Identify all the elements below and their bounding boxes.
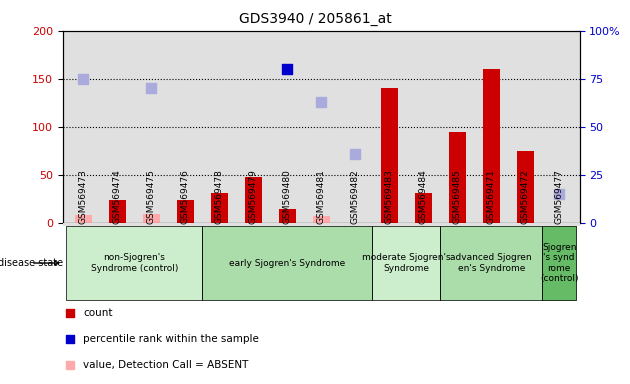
Bar xyxy=(211,193,228,223)
Text: GSM569471: GSM569471 xyxy=(487,169,496,224)
Text: GSM569477: GSM569477 xyxy=(554,169,564,224)
Text: GSM569478: GSM569478 xyxy=(215,169,224,224)
Point xyxy=(180,20,190,26)
Bar xyxy=(202,226,372,300)
Bar xyxy=(542,226,576,300)
Bar xyxy=(143,214,160,223)
Text: GDS3940 / 205861_at: GDS3940 / 205861_at xyxy=(239,12,391,25)
Bar xyxy=(449,131,466,223)
Bar xyxy=(177,200,194,223)
Text: GSM569475: GSM569475 xyxy=(147,169,156,224)
Point xyxy=(350,151,360,157)
Point xyxy=(554,191,564,197)
Text: GSM569481: GSM569481 xyxy=(317,169,326,224)
Point xyxy=(65,362,75,368)
Bar xyxy=(66,226,202,300)
Point xyxy=(78,76,88,82)
Text: GSM569479: GSM569479 xyxy=(249,169,258,224)
Bar xyxy=(372,226,440,300)
Text: Sjogren
's synd
rome
(control): Sjogren 's synd rome (control) xyxy=(540,243,578,283)
Point xyxy=(214,0,224,3)
Bar xyxy=(279,209,296,223)
Bar xyxy=(381,88,398,223)
Bar xyxy=(440,226,542,300)
Text: GSM569484: GSM569484 xyxy=(419,170,428,224)
Bar xyxy=(372,226,440,300)
Bar xyxy=(245,177,262,223)
Point xyxy=(418,3,428,9)
Point xyxy=(65,310,75,316)
Text: moderate Sjogren's
Syndrome: moderate Sjogren's Syndrome xyxy=(362,253,450,273)
Point xyxy=(282,66,292,72)
Bar xyxy=(66,226,202,300)
Bar xyxy=(542,226,576,300)
Text: non-Sjogren's
Syndrome (control): non-Sjogren's Syndrome (control) xyxy=(91,253,178,273)
Text: GSM569483: GSM569483 xyxy=(385,169,394,224)
Point xyxy=(112,8,122,15)
Text: GSM569476: GSM569476 xyxy=(181,169,190,224)
Bar xyxy=(440,226,542,300)
Text: GSM569482: GSM569482 xyxy=(351,170,360,224)
Bar xyxy=(483,69,500,223)
Text: GSM569480: GSM569480 xyxy=(283,169,292,224)
Text: early Sjogren's Syndrome: early Sjogren's Syndrome xyxy=(229,258,345,268)
Bar xyxy=(202,226,372,300)
Text: percentile rank within the sample: percentile rank within the sample xyxy=(83,334,260,344)
Point xyxy=(316,99,326,105)
Text: GSM569474: GSM569474 xyxy=(113,170,122,224)
Bar xyxy=(517,151,534,223)
Bar xyxy=(109,200,126,223)
Text: count: count xyxy=(83,308,113,318)
Text: GSM569472: GSM569472 xyxy=(521,170,530,224)
Text: GSM569473: GSM569473 xyxy=(79,169,88,224)
Text: GSM569485: GSM569485 xyxy=(453,169,462,224)
Bar xyxy=(75,215,92,223)
Point xyxy=(65,336,75,342)
Text: value, Detection Call = ABSENT: value, Detection Call = ABSENT xyxy=(83,360,249,370)
Text: advanced Sjogren
en's Syndrome: advanced Sjogren en's Syndrome xyxy=(450,253,532,273)
Bar xyxy=(63,223,580,226)
Bar xyxy=(313,216,329,223)
Bar xyxy=(415,193,432,223)
Point xyxy=(146,85,156,91)
Text: disease state: disease state xyxy=(0,258,64,268)
